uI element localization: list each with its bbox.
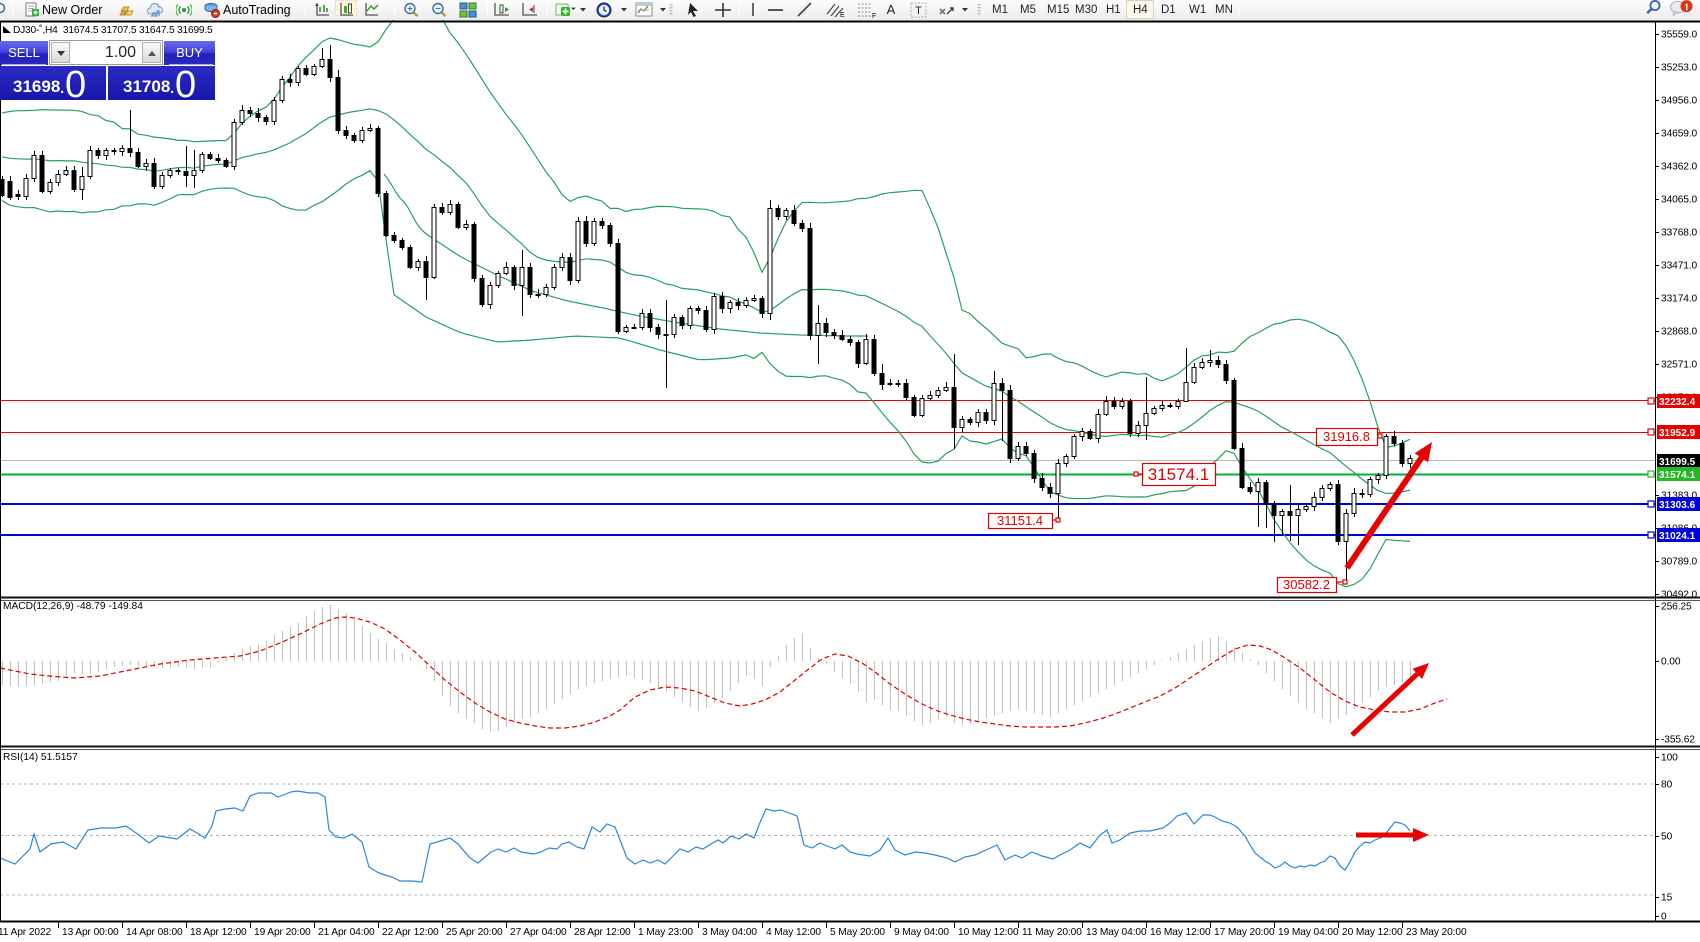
svg-text:25 Apr 20:00: 25 Apr 20:00 <box>446 927 503 938</box>
svg-text:30582.2: 30582.2 <box>1283 577 1330 592</box>
svg-text:11 Apr 2022: 11 Apr 2022 <box>0 927 52 938</box>
svg-text:19 May 04:00: 19 May 04:00 <box>1278 927 1339 938</box>
svg-text:33471.0: 33471.0 <box>1661 261 1698 272</box>
svg-text:0.00: 0.00 <box>1661 657 1681 668</box>
svg-text:31952.9: 31952.9 <box>1659 428 1696 439</box>
svg-text:31383.0: 31383.0 <box>1661 491 1698 502</box>
svg-text:13 May 04:00: 13 May 04:00 <box>1086 927 1147 938</box>
svg-text:31151.4: 31151.4 <box>997 513 1043 528</box>
svg-text:30789.0: 30789.0 <box>1661 557 1698 568</box>
svg-text:34065.0: 34065.0 <box>1661 195 1698 206</box>
svg-text:F: F <box>872 13 876 18</box>
svg-text:34659.0: 34659.0 <box>1661 129 1698 140</box>
svg-text:28 Apr 12:00: 28 Apr 12:00 <box>574 927 631 938</box>
svg-text:11 May 20:00: 11 May 20:00 <box>1022 927 1082 938</box>
svg-text:13 Apr 00:00: 13 Apr 00:00 <box>62 927 119 938</box>
svg-text:31024.1: 31024.1 <box>1659 531 1696 542</box>
svg-text:35253.0: 35253.0 <box>1661 63 1698 74</box>
svg-text:T: T <box>915 5 922 17</box>
svg-text:19 Apr 20:00: 19 Apr 20:00 <box>254 927 311 938</box>
svg-text:32232.4: 32232.4 <box>1659 397 1696 408</box>
svg-text:E: E <box>840 12 845 18</box>
svg-text:31303.6: 31303.6 <box>1659 500 1696 511</box>
svg-text:+: + <box>407 4 412 14</box>
svg-text:17 May 20:00: 17 May 20:00 <box>1214 927 1275 938</box>
svg-text:30492.0: 30492.0 <box>1661 590 1698 601</box>
svg-text:256.25: 256.25 <box>1661 602 1692 613</box>
svg-text:RSI(14) 51.5157: RSI(14) 51.5157 <box>3 752 78 763</box>
svg-text:0: 0 <box>1661 912 1667 923</box>
svg-text:27 Apr 04:00: 27 Apr 04:00 <box>510 927 567 938</box>
svg-text:22 Apr 12:00: 22 Apr 12:00 <box>382 927 439 938</box>
svg-text:32868.0: 32868.0 <box>1661 327 1698 338</box>
svg-text:32571.0: 32571.0 <box>1661 360 1698 371</box>
svg-text:14 Apr 08:00: 14 Apr 08:00 <box>126 927 183 938</box>
svg-text:21 Apr 04:00: 21 Apr 04:00 <box>318 927 375 938</box>
svg-text:20 May 12:00: 20 May 12:00 <box>1342 927 1403 938</box>
svg-text:DJ30-˚,H4 31674.5 31707.5 316: DJ30-˚,H4 31674.5 31707.5 31647.5 31699.… <box>13 24 213 36</box>
svg-text:33174.0: 33174.0 <box>1661 294 1698 305</box>
svg-text:A: A <box>887 2 896 17</box>
svg-text:34956.0: 34956.0 <box>1661 96 1698 107</box>
svg-text:−: − <box>435 4 440 14</box>
svg-text:23 May 20:00: 23 May 20:00 <box>1406 927 1467 938</box>
svg-text:100: 100 <box>1661 753 1678 764</box>
svg-text:33768.0: 33768.0 <box>1661 228 1698 239</box>
svg-text:31574.1: 31574.1 <box>1148 465 1209 484</box>
svg-text:31699.5: 31699.5 <box>1659 457 1696 468</box>
svg-text:16 May 12:00: 16 May 12:00 <box>1150 927 1211 938</box>
svg-text:80: 80 <box>1661 780 1673 791</box>
svg-text:9 May 04:00: 9 May 04:00 <box>894 927 949 938</box>
svg-text:-355.62: -355.62 <box>1661 735 1695 746</box>
svg-text:5 May 20:00: 5 May 20:00 <box>830 927 885 938</box>
svg-text:35559.0: 35559.0 <box>1661 30 1698 41</box>
svg-text:1 May 23:00: 1 May 23:00 <box>638 927 693 938</box>
svg-text:10 May 12:00: 10 May 12:00 <box>958 927 1019 938</box>
svg-text:31916.8: 31916.8 <box>1323 429 1370 444</box>
svg-text:31574.1: 31574.1 <box>1659 470 1696 481</box>
svg-text:3 May 04:00: 3 May 04:00 <box>702 927 757 938</box>
svg-text:15: 15 <box>1661 893 1673 904</box>
svg-text:MACD(12,26,9) -48.79 -149.84: MACD(12,26,9) -48.79 -149.84 <box>3 601 143 612</box>
svg-text:18 Apr 12:00: 18 Apr 12:00 <box>190 927 247 938</box>
svg-text:50: 50 <box>1661 832 1673 843</box>
svg-text:34362.0: 34362.0 <box>1661 162 1698 173</box>
svg-text:4 May 12:00: 4 May 12:00 <box>766 927 821 938</box>
